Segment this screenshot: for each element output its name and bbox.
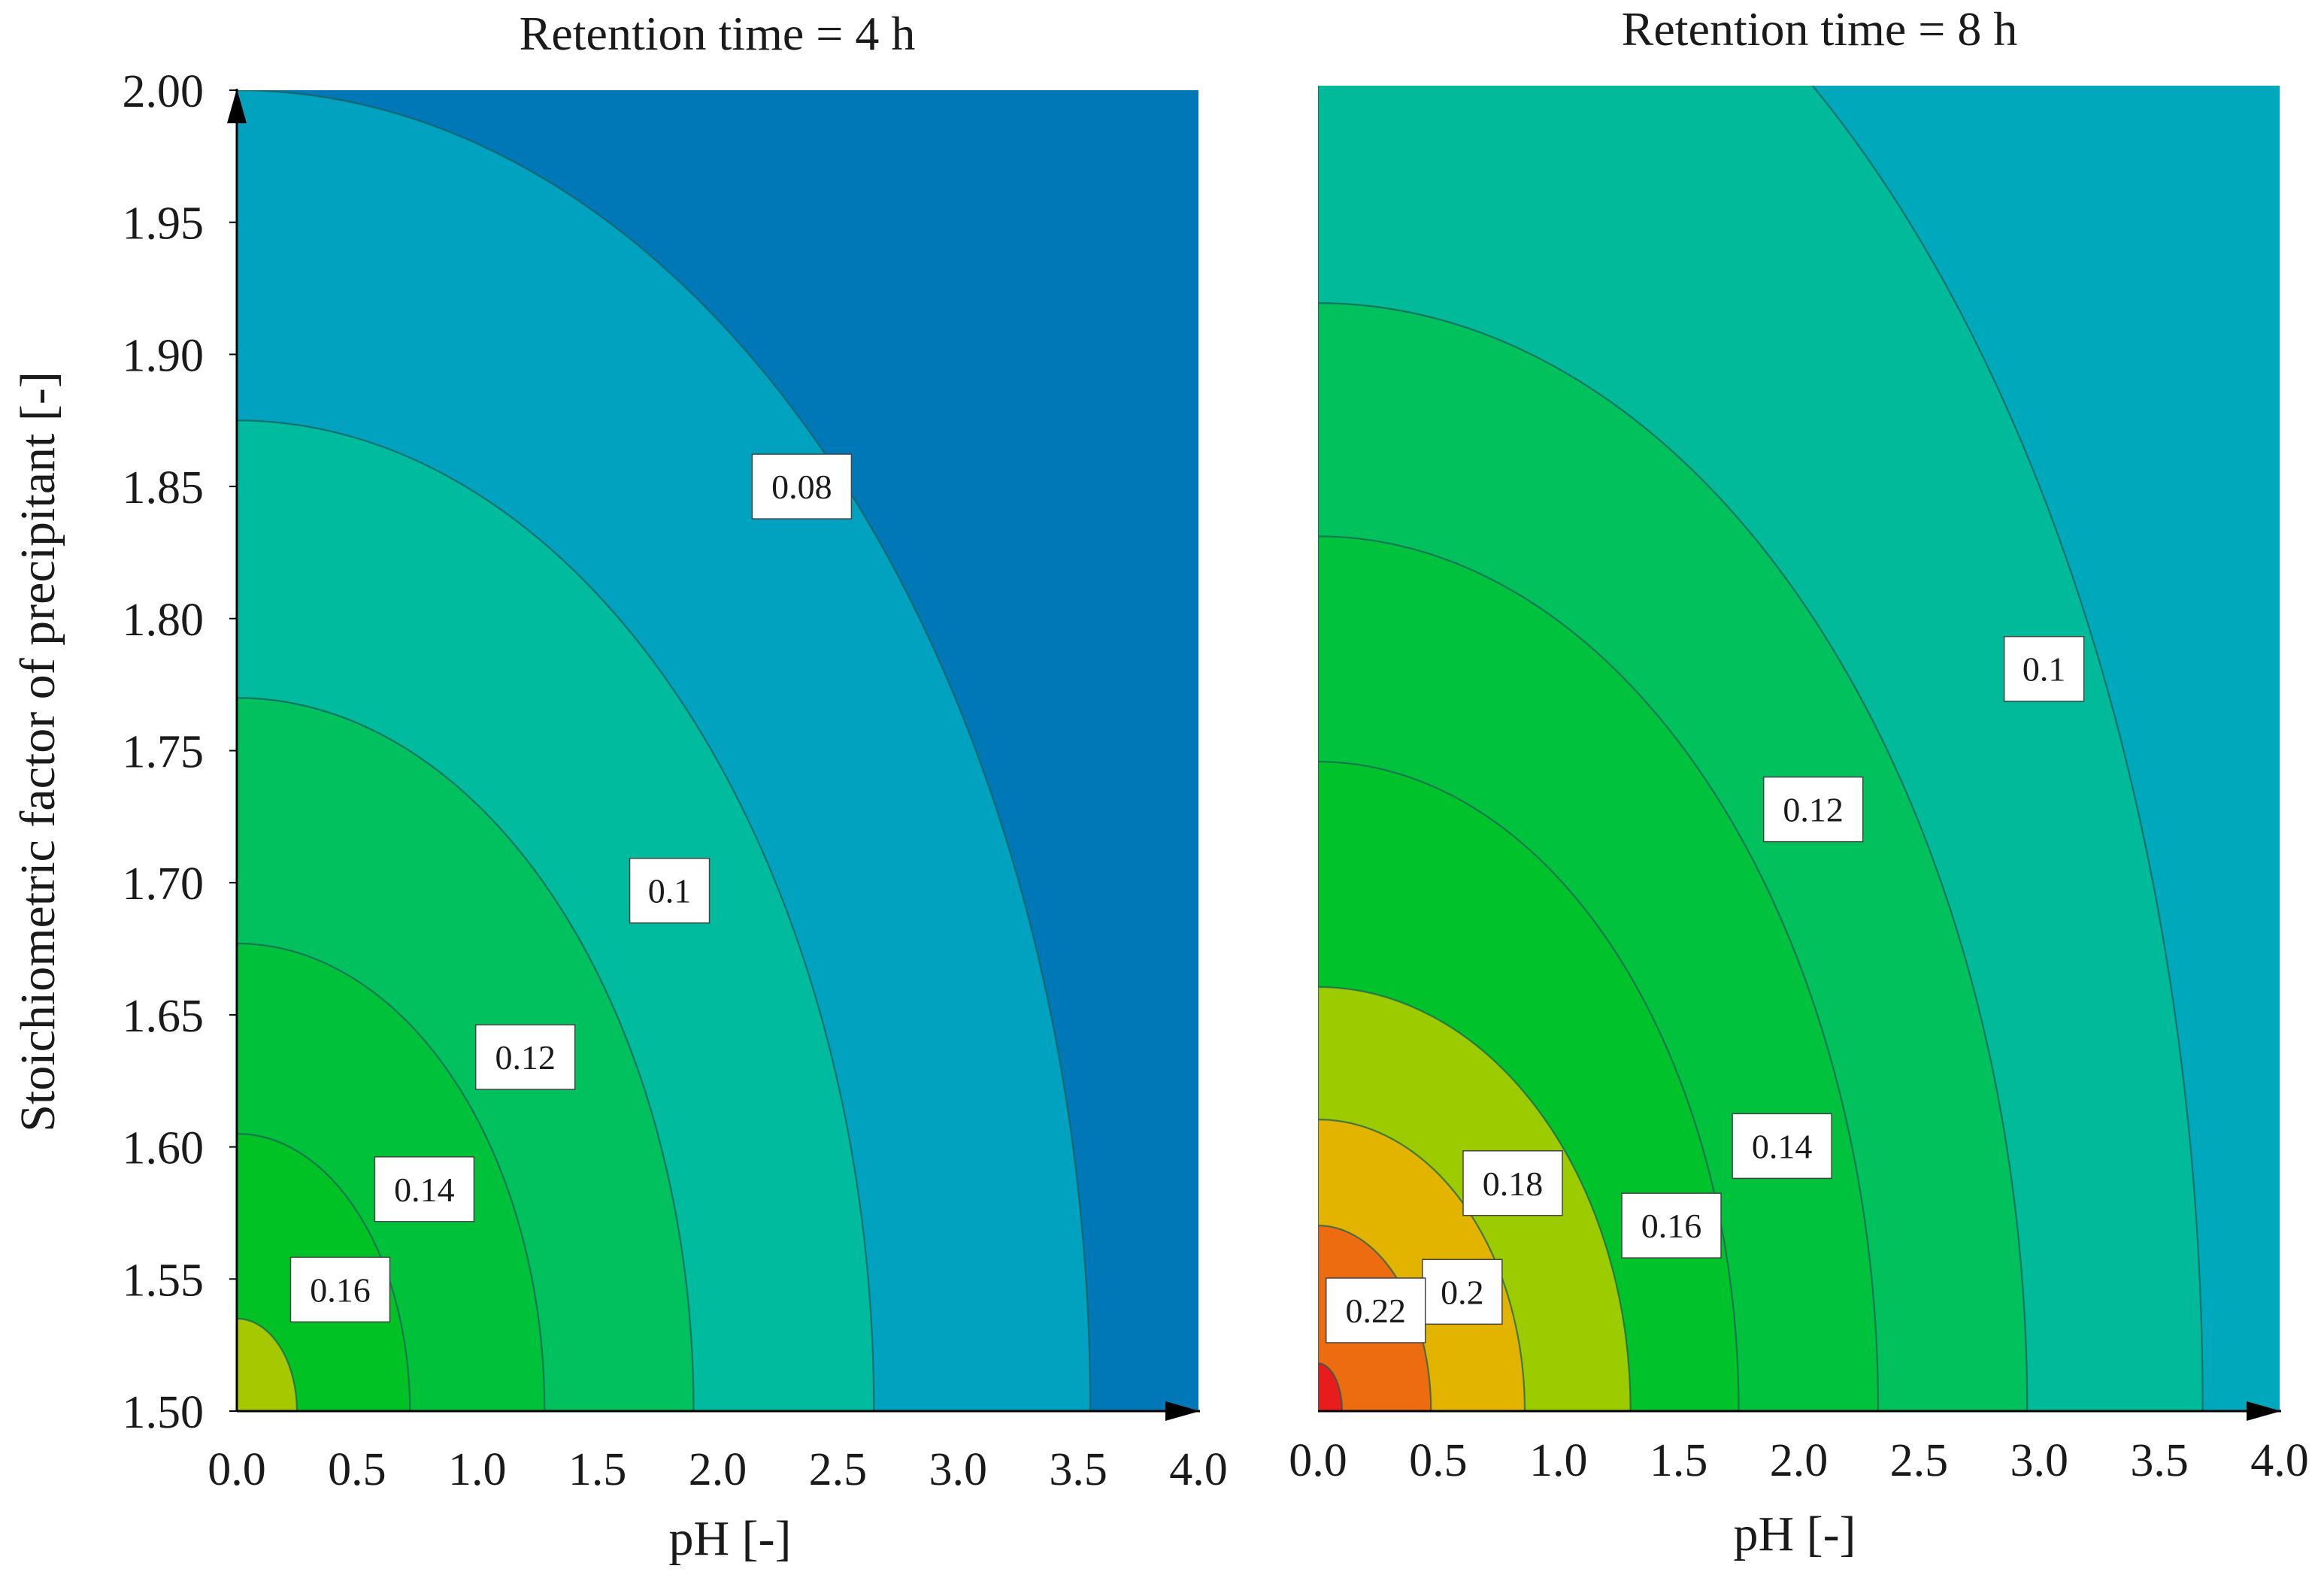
contour-label-text: 0.16 (310, 1271, 371, 1309)
y-tick-label: 1.70 (123, 859, 205, 910)
y-tick-label: 1.75 (123, 727, 205, 778)
contour-label-text: 0.16 (1641, 1207, 1702, 1245)
x-tick-label: 2.0 (689, 1444, 747, 1495)
contour-label-text: 0.14 (394, 1171, 455, 1209)
contour-band-0-24 (1318, 1362, 1344, 1411)
panel-retention-8h: Retention time = 8 h 0.1 0.12 0.14 0.16 0.18… (1289, 2, 2309, 1561)
contour-label-text: 0.22 (1345, 1292, 1406, 1330)
y-tick-label: 1.60 (123, 1123, 205, 1174)
contour-label-0-2: 0.2 (1422, 1258, 1503, 1325)
contour-label-text: 0.2 (1441, 1273, 1484, 1311)
x-tick-label: 4.0 (2250, 1435, 2309, 1486)
x-tick-label: 0.5 (1409, 1435, 1468, 1486)
y-tick-label: 1.55 (123, 1255, 205, 1306)
contour-label-0-16: 0.16 (1621, 1192, 1722, 1258)
y-tick-label: 1.85 (123, 462, 205, 513)
contour-label-0-08: 0.08 (751, 453, 853, 519)
contour-label-0-1: 0.1 (2003, 635, 2085, 702)
contour-label-0-14: 0.14 (1732, 1113, 1832, 1180)
panel-title-8h: Retention time = 8 h (1622, 2, 2018, 56)
x-tick-label: 3.0 (929, 1444, 988, 1495)
contour-label-text: 0.18 (1483, 1165, 1544, 1203)
x-tick-label: 3.5 (1049, 1444, 1107, 1495)
contour-label-text: 0.14 (1752, 1127, 1813, 1165)
x-tick-label: 4.0 (1169, 1444, 1228, 1495)
contour-label-text: 0.12 (495, 1038, 556, 1077)
x-tick-label: 0.0 (208, 1444, 266, 1495)
y-tick-label: 1.65 (123, 991, 205, 1042)
contour-label-0-14: 0.14 (374, 1156, 475, 1222)
panel-retention-4h: Retention time = 4 h 0.08 0.1 0.12 0.14 0.16… (123, 7, 1228, 1566)
axes-4h: 0.0 0.5 1.0 1.5 2.0 2.5 3.0 3.5 4.0 1.50 1.55 1.60 1… (123, 66, 1228, 1495)
contour-band-0-18 (237, 1317, 298, 1411)
y-tick-label: 1.90 (123, 330, 205, 381)
x-tick-label: 1.5 (1650, 1435, 1708, 1486)
x-axis-arrow (2247, 1401, 2281, 1421)
plot-area-4h: 0.08 0.1 0.12 0.14 0.16 (237, 90, 1198, 1411)
panel-title-4h: Retention time = 4 h (520, 7, 916, 60)
contour-label-text: 0.1 (648, 872, 692, 910)
y-tick-label: 1.80 (123, 595, 205, 646)
contour-label-text: 0.1 (2023, 650, 2066, 689)
x-tick-label: 3.0 (2010, 1435, 2069, 1486)
contour-label-0-12: 0.12 (1762, 776, 1864, 843)
x-axis-label-4h: pH [-] (668, 1511, 791, 1566)
x-tick-label: 1.0 (448, 1444, 507, 1495)
y-tick-label: 2.00 (123, 66, 205, 117)
x-tick-label: 2.5 (809, 1444, 868, 1495)
x-tick-label: 0.5 (328, 1444, 386, 1495)
x-axis-arrow (1165, 1401, 1200, 1421)
contour-label-0-18: 0.18 (1462, 1150, 1563, 1216)
y-tick-label: 1.50 (123, 1387, 205, 1438)
contour-label-0-1: 0.1 (629, 857, 711, 924)
x-axis-label-8h: pH [-] (1733, 1507, 1856, 1561)
x-tick-label: 1.0 (1529, 1435, 1588, 1486)
axes-8h: 0.0 0.5 1.0 1.5 2.0 2.5 3.0 3.5 4.0 (1289, 1401, 2309, 1486)
y-tick-label: 1.95 (123, 198, 205, 250)
y-axis-label: Stoichiometric factor of precipitant [-] (11, 371, 65, 1132)
x-tick-label: 3.5 (2130, 1435, 2189, 1486)
x-tick-label: 1.5 (568, 1444, 627, 1495)
x-tick-label: 0.0 (1289, 1435, 1347, 1486)
plot-area-8h: 0.1 0.12 0.14 0.16 0.18 0.2 0.22 (1318, 86, 2280, 1411)
contour-label-text: 0.12 (1783, 791, 1844, 829)
contour-label-0-12: 0.12 (474, 1024, 576, 1090)
y-axis-arrow (227, 89, 247, 123)
contour-label-0-16: 0.16 (289, 1256, 391, 1323)
contour-label-0-22: 0.22 (1325, 1277, 1426, 1343)
contour-label-text: 0.08 (771, 468, 832, 506)
x-tick-label: 2.5 (1890, 1435, 1949, 1486)
x-tick-label: 2.0 (1770, 1435, 1829, 1486)
